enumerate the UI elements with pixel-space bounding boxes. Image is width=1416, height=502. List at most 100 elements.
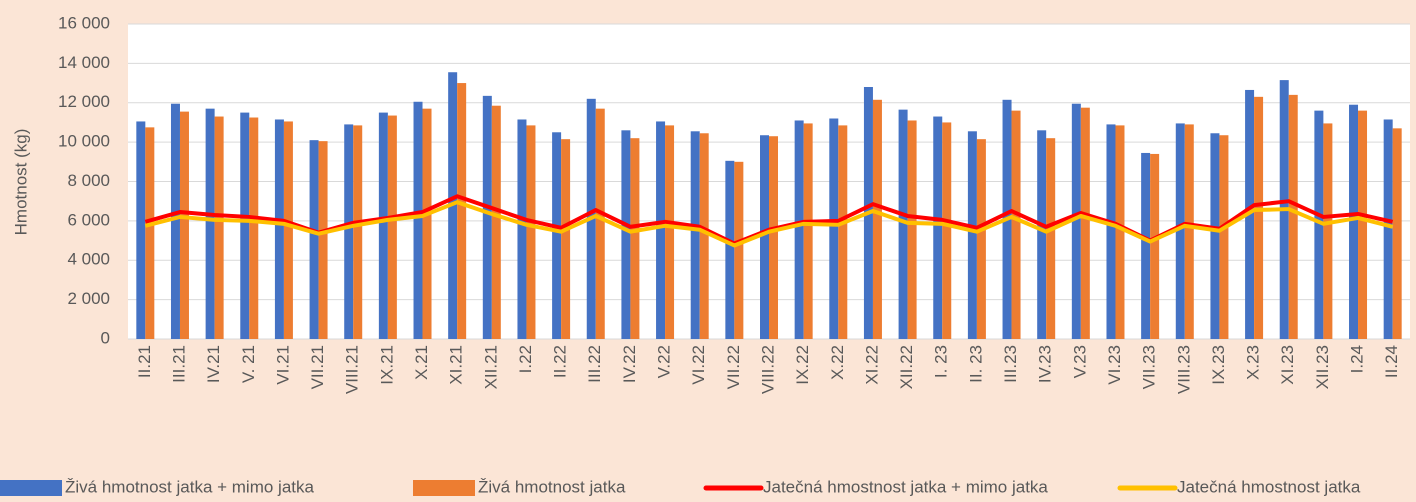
bar: [552, 132, 562, 339]
bar: [769, 136, 778, 339]
bar: [725, 160, 735, 339]
bar: [1037, 130, 1047, 339]
bar: [872, 99, 882, 339]
bar: [656, 121, 666, 339]
x-tick-label: I.22: [516, 345, 535, 373]
bar: [1046, 138, 1056, 339]
bar: [1349, 104, 1359, 339]
bar: [630, 138, 640, 339]
bar: [1106, 124, 1116, 339]
bar: [1071, 103, 1081, 339]
x-tick-label: VIII.21: [343, 345, 362, 394]
bar: [933, 116, 943, 339]
y-tick-label: 0: [101, 328, 110, 347]
x-tick-label: X.21: [412, 345, 431, 380]
x-tick-label: VI.21: [273, 345, 292, 385]
bar: [1219, 135, 1229, 339]
bar: [734, 161, 744, 339]
bar: [1358, 110, 1368, 339]
bar: [1314, 110, 1324, 339]
x-tick-label: IV.23: [1036, 345, 1055, 383]
x-tick-label: III.22: [585, 345, 604, 383]
bar: [413, 101, 423, 339]
x-tick-label: VII.23: [1140, 345, 1159, 389]
x-tick-label: XI.22: [862, 345, 881, 385]
bar: [205, 108, 215, 339]
bar: [760, 135, 769, 339]
bar: [829, 118, 839, 339]
x-tick-label: XII.21: [481, 345, 500, 389]
legend-label: Jatečná hmostnost jatka + mimo jatka: [763, 477, 1048, 496]
x-tick-label: XI.23: [1278, 345, 1297, 385]
y-tick-label: 4 000: [67, 250, 110, 269]
x-tick-label: IX.23: [1209, 345, 1228, 385]
bar: [803, 123, 813, 339]
x-tick-label: III.21: [169, 345, 188, 383]
bar: [378, 112, 388, 339]
x-tick-label: IV.21: [204, 345, 223, 383]
bar: [1080, 107, 1090, 339]
x-tick-label: VII.22: [724, 345, 743, 389]
line: [144, 200, 1394, 248]
bar: [1141, 152, 1151, 339]
bar: [1288, 94, 1298, 339]
legend-label: Jatečná hmostnost jatka: [1177, 477, 1361, 496]
x-tick-label: XII.23: [1313, 345, 1332, 389]
x-tick-label: IV.22: [620, 345, 639, 383]
legend-label: Živá hmotnost jatka: [478, 477, 626, 496]
y-tick-label: 10 000: [58, 132, 110, 151]
bar: [699, 133, 709, 339]
bar: [491, 105, 501, 339]
bar: [482, 95, 492, 339]
bar: [976, 139, 986, 339]
y-tick-label: 16 000: [58, 13, 110, 32]
bar: [1254, 96, 1264, 339]
legend-swatch: [0, 480, 62, 496]
y-tick-label: 12 000: [58, 92, 110, 111]
bar: [838, 125, 848, 339]
bar: [283, 121, 293, 339]
bar: [1175, 123, 1185, 339]
bar: [274, 119, 284, 339]
x-tick-label: III.23: [1001, 345, 1020, 383]
bar: [967, 131, 977, 339]
bar: [1115, 125, 1125, 339]
bar: [353, 125, 363, 339]
bar: [1150, 153, 1160, 339]
x-tick-label: VI.23: [1105, 345, 1124, 385]
bar: [318, 141, 328, 339]
bar: [179, 111, 189, 339]
x-tick-label: IX.22: [793, 345, 812, 385]
bar: [517, 119, 527, 339]
x-tick-label: V.22: [655, 345, 674, 378]
bar: [309, 140, 319, 339]
bar: [249, 117, 259, 339]
x-tick-label: I.24: [1348, 345, 1367, 373]
bar: [422, 108, 432, 339]
x-tick-label: XII.22: [897, 345, 916, 389]
bar: [1011, 110, 1021, 339]
bar: [665, 125, 675, 339]
bar: [214, 116, 224, 339]
x-tick-label: II. 23: [966, 345, 985, 383]
y-axis-label: Hmotnost (kg): [11, 129, 30, 236]
x-tick-label: VIII.22: [758, 345, 777, 394]
bar: [526, 125, 536, 339]
bar: [387, 115, 397, 339]
legend-swatch: [413, 480, 475, 496]
x-tick-label: I. 23: [932, 345, 951, 378]
x-tick-label: II.21: [135, 345, 154, 378]
bar: [240, 112, 250, 339]
bar: [344, 124, 354, 339]
bar: [170, 103, 180, 339]
bar: [1383, 119, 1393, 339]
bar: [1323, 123, 1333, 339]
x-tick-label: IX.21: [377, 345, 396, 385]
x-tick-label: V. 21: [239, 345, 258, 383]
y-tick-label: 14 000: [58, 53, 110, 72]
y-tick-label: 8 000: [67, 171, 110, 190]
x-tick-label: V.23: [1070, 345, 1089, 378]
bar: [1392, 128, 1402, 339]
x-tick-label: VII.21: [308, 345, 327, 389]
